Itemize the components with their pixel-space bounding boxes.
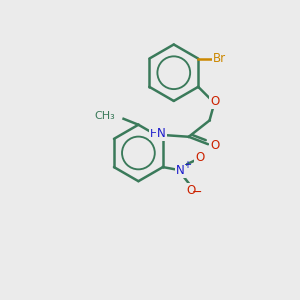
Text: −: − — [192, 186, 202, 199]
Text: +: + — [183, 160, 190, 170]
Text: O: O — [210, 139, 219, 152]
Text: O: O — [210, 94, 220, 108]
Text: Br: Br — [213, 52, 226, 65]
Text: N: N — [176, 164, 185, 177]
Text: O: O — [195, 151, 205, 164]
Text: N: N — [157, 127, 166, 140]
Text: H: H — [149, 129, 158, 139]
Text: O: O — [187, 184, 196, 197]
Text: CH₃: CH₃ — [94, 111, 115, 121]
